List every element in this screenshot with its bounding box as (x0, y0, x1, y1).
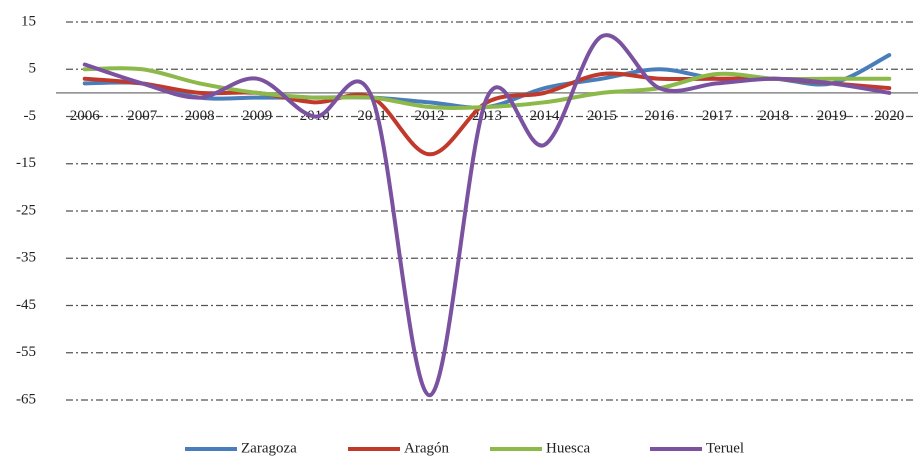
legend-label: Huesca (546, 440, 590, 456)
y-tick-label: 15 (21, 13, 36, 29)
x-tick-label: 2007 (127, 108, 158, 124)
y-tick-label: -15 (16, 155, 36, 171)
x-tick-label: 2009 (242, 108, 272, 124)
x-tick-label: 2015 (587, 108, 617, 124)
legend-label: Teruel (706, 440, 744, 456)
y-tick-label: -65 (16, 391, 36, 407)
x-tick-label: 2014 (529, 108, 560, 124)
x-tick-label: 2017 (702, 108, 733, 124)
x-tick-label: 2006 (70, 108, 101, 124)
y-tick-label: -55 (16, 344, 36, 360)
series-line (82, 33, 892, 398)
x-tick-label: 2020 (874, 108, 904, 124)
y-tick-label: -25 (16, 202, 36, 218)
legend-label: Zaragoza (241, 440, 297, 456)
x-tick-label: 2011 (357, 108, 386, 124)
series-line (82, 66, 892, 110)
x-tick-label: 2019 (817, 108, 847, 124)
y-tick-label: -35 (16, 250, 36, 266)
legend-label: Aragón (404, 440, 449, 456)
x-tick-label: 2012 (415, 108, 445, 124)
y-tick-label: 5 (29, 61, 37, 77)
x-tick-label: 2018 (759, 108, 789, 124)
y-tick-label: -45 (16, 297, 36, 313)
x-tick-label: 2008 (185, 108, 215, 124)
x-tick-label: 2016 (644, 108, 675, 124)
y-tick-label: -5 (24, 108, 37, 124)
